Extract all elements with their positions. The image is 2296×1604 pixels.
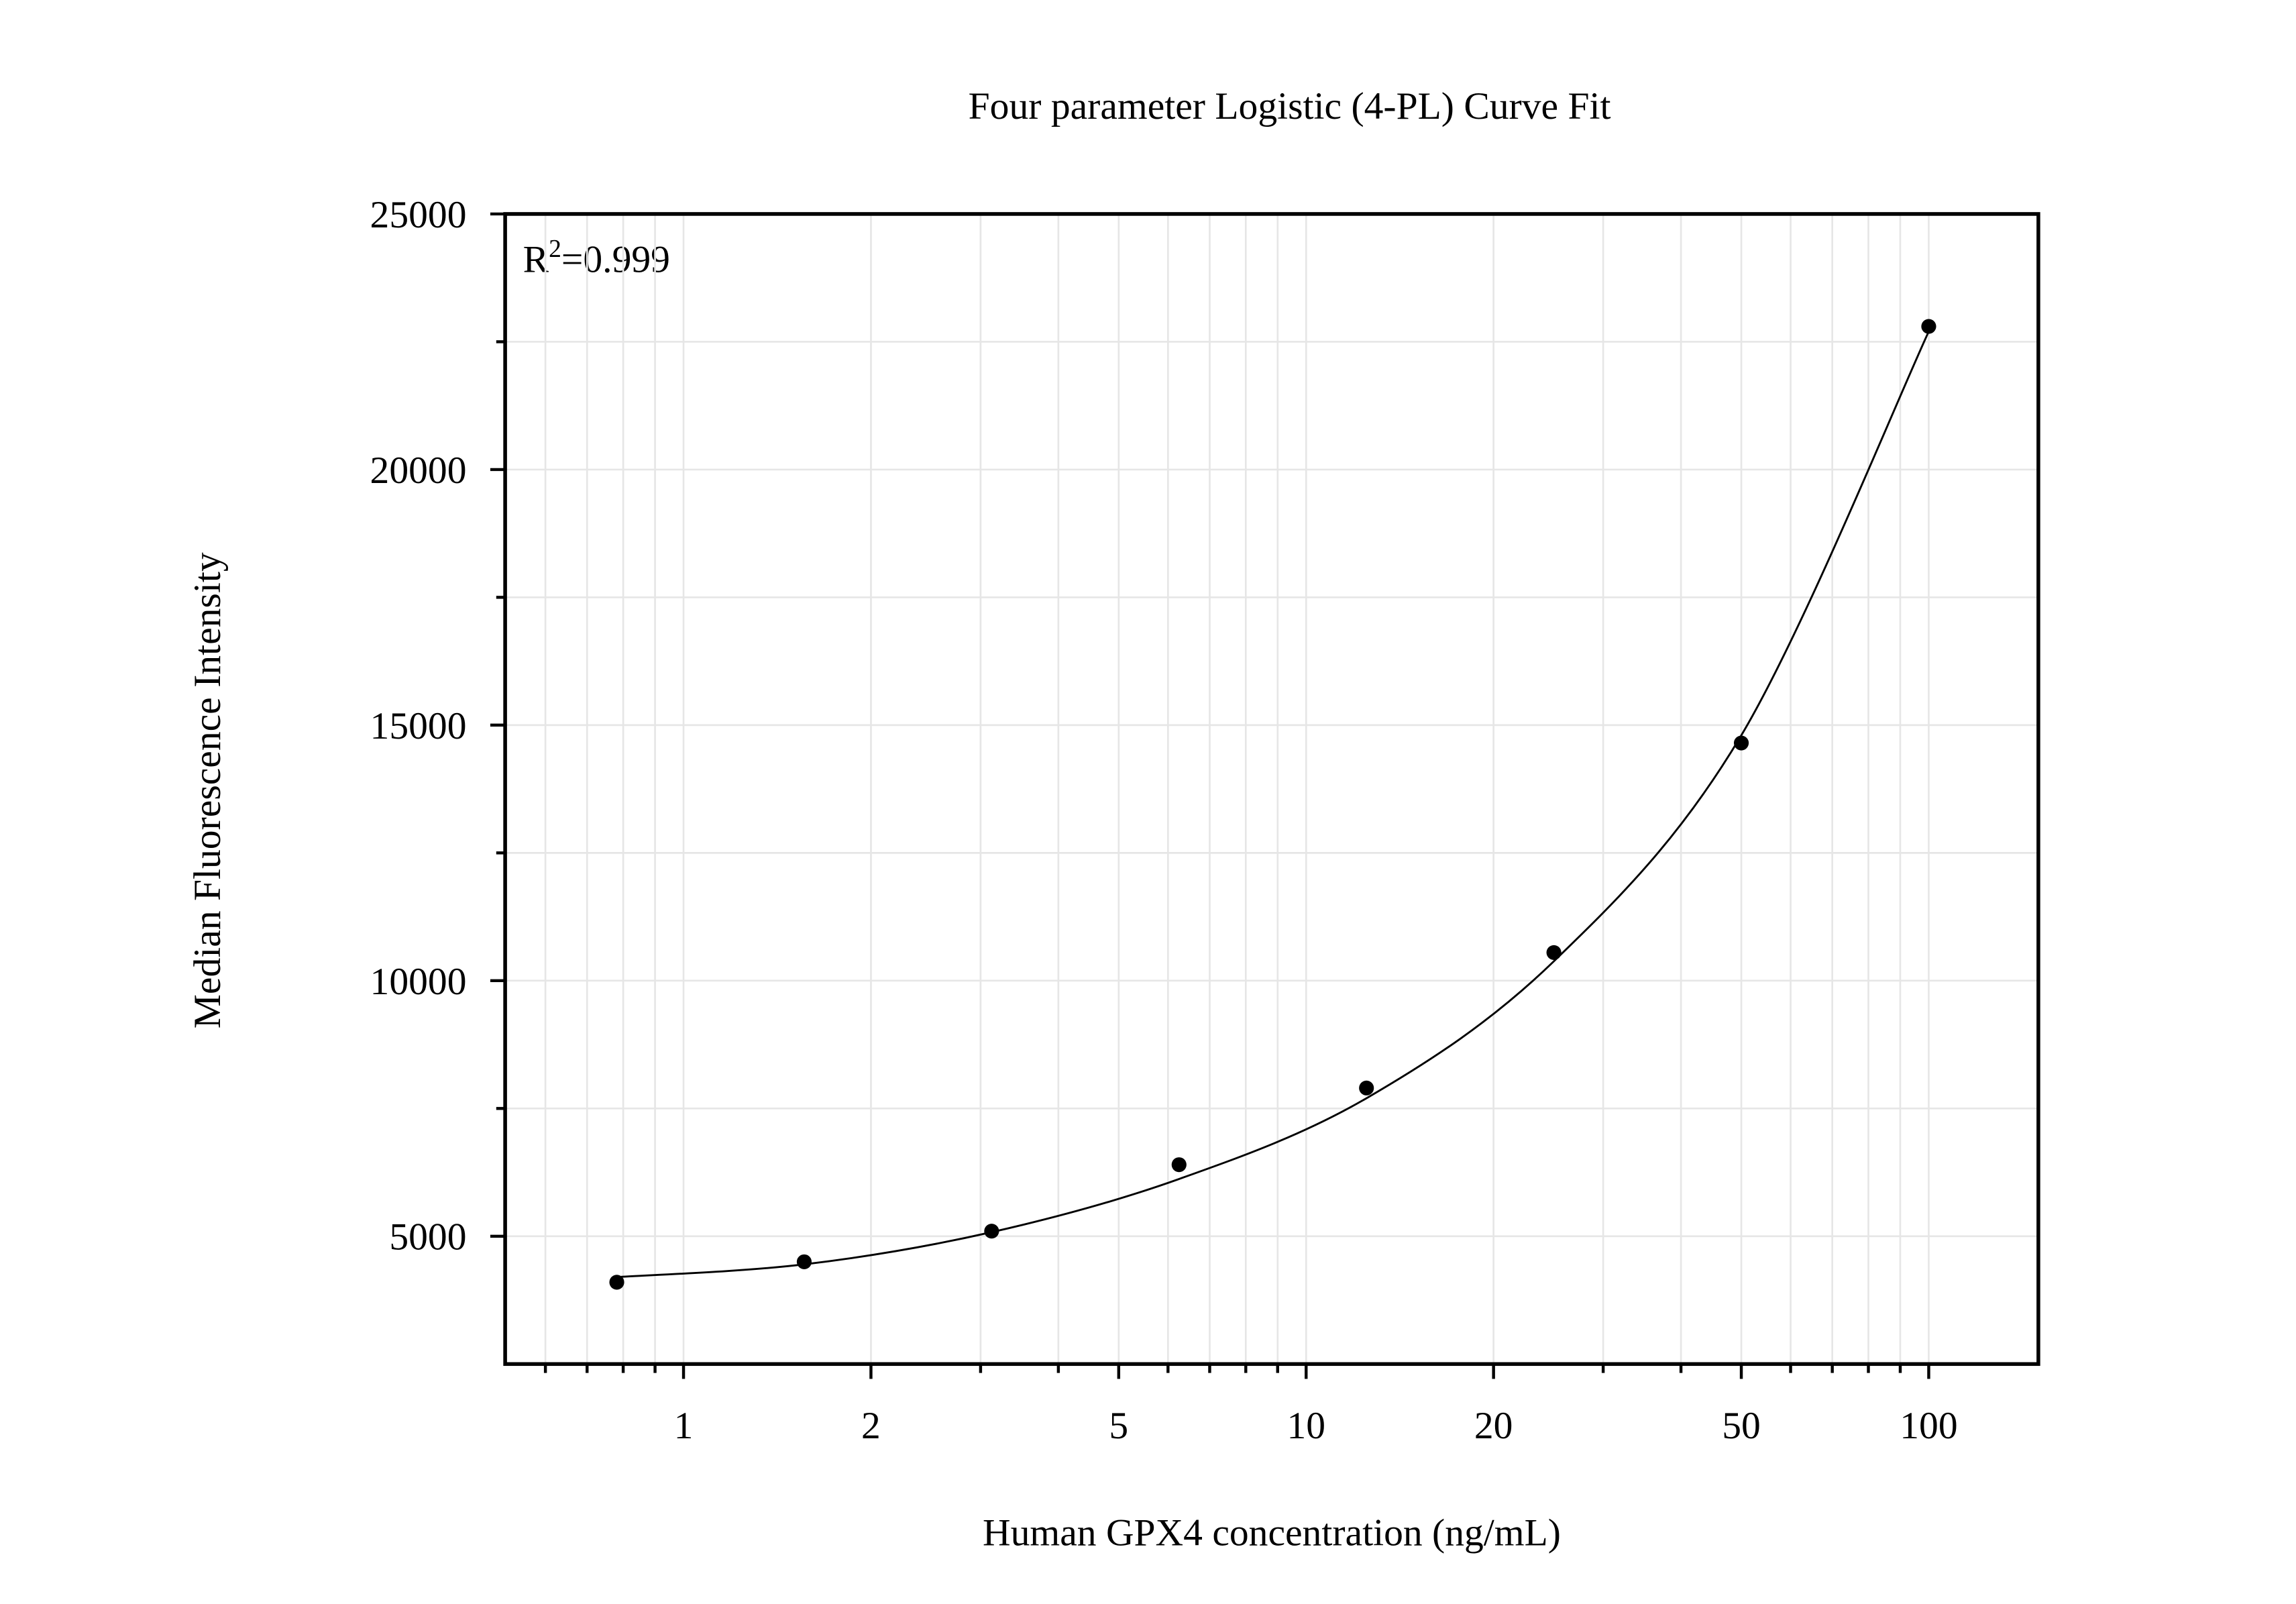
x-tick-label: 10	[1287, 1405, 1325, 1447]
y-tick-label: 10000	[370, 961, 467, 1003]
plot	[609, 319, 1936, 1290]
data-point	[1171, 1157, 1187, 1173]
data-point	[1359, 1080, 1374, 1095]
y-tick-label: 15000	[370, 705, 467, 747]
y-tick-label: 25000	[370, 194, 467, 236]
x-tick-label: 20	[1474, 1405, 1513, 1447]
x-tick-label: 50	[1722, 1405, 1761, 1447]
grid	[505, 213, 2038, 1365]
annotation-superscript: 2	[549, 235, 561, 263]
x-tick-label: 1	[674, 1405, 694, 1447]
data-point	[1921, 319, 1936, 334]
data-point	[1546, 945, 1562, 961]
x-tick-label: 5	[1109, 1405, 1128, 1447]
y-tick-label: 20000	[370, 449, 467, 492]
chart-title: Four parameter Logistic (4-PL) Curve Fit	[969, 85, 1611, 127]
y-tick-label: 5000	[389, 1216, 466, 1259]
data-point	[1733, 735, 1749, 751]
x-tick-label: 100	[1900, 1405, 1957, 1447]
data-point	[984, 1224, 999, 1239]
plot-frame	[503, 212, 2040, 1367]
annotation-rest: =0.999	[561, 238, 670, 280]
y-axis-label: Median Fluorescence Intensity	[186, 552, 229, 1028]
x-tick-label: 2	[861, 1405, 881, 1447]
x-axis-label: Human GPX4 concentration (ng/mL)	[983, 1512, 1561, 1554]
data-point	[796, 1254, 812, 1269]
fit-curve	[616, 331, 1930, 1279]
data-point	[609, 1275, 624, 1290]
